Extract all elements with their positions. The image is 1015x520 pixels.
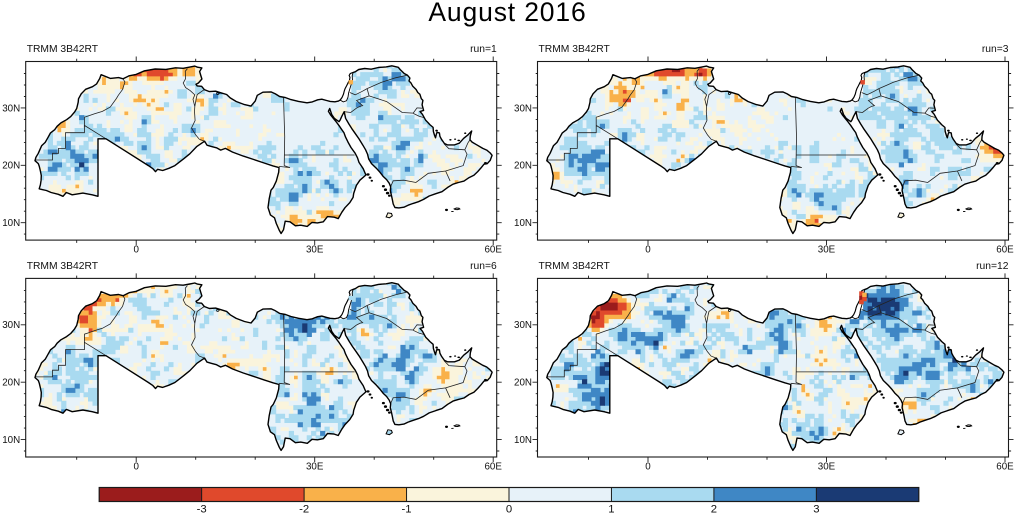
svg-text:10N: 10N xyxy=(514,435,532,446)
svg-text:30E: 30E xyxy=(306,462,324,473)
svg-text:-3: -3 xyxy=(197,504,207,516)
svg-text:1: 1 xyxy=(608,504,614,516)
svg-text:TRMM 3B42RT: TRMM 3B42RT xyxy=(539,44,611,55)
svg-text:-1: -1 xyxy=(402,504,412,516)
svg-text:run=1: run=1 xyxy=(470,44,497,55)
svg-text:August 2016: August 2016 xyxy=(428,0,586,27)
svg-text:TRMM 3B42RT: TRMM 3B42RT xyxy=(539,261,611,272)
svg-text:60E: 60E xyxy=(484,462,502,473)
svg-text:run=12: run=12 xyxy=(976,261,1009,272)
svg-text:0: 0 xyxy=(133,245,139,256)
svg-text:20N: 20N xyxy=(2,161,20,172)
svg-text:3: 3 xyxy=(813,504,819,516)
svg-text:60E: 60E xyxy=(484,245,502,256)
svg-text:30E: 30E xyxy=(306,245,324,256)
svg-text:30E: 30E xyxy=(818,245,836,256)
svg-text:2: 2 xyxy=(711,504,717,516)
svg-text:run=3: run=3 xyxy=(982,44,1009,55)
svg-text:30E: 30E xyxy=(818,462,836,473)
svg-text:60E: 60E xyxy=(996,462,1014,473)
svg-text:TRMM 3B42RT: TRMM 3B42RT xyxy=(27,261,99,272)
svg-text:10N: 10N xyxy=(2,435,20,446)
svg-text:0: 0 xyxy=(506,504,512,516)
svg-text:30N: 30N xyxy=(2,320,20,331)
svg-text:20N: 20N xyxy=(2,378,20,389)
svg-text:60E: 60E xyxy=(996,245,1014,256)
svg-text:30N: 30N xyxy=(2,103,20,114)
svg-text:20N: 20N xyxy=(514,161,532,172)
svg-text:10N: 10N xyxy=(2,218,20,229)
svg-text:10N: 10N xyxy=(514,218,532,229)
svg-text:0: 0 xyxy=(645,462,651,473)
svg-text:run=6: run=6 xyxy=(470,261,497,272)
svg-text:TRMM 3B42RT: TRMM 3B42RT xyxy=(27,44,99,55)
svg-text:20N: 20N xyxy=(514,378,532,389)
svg-text:0: 0 xyxy=(645,245,651,256)
svg-text:-2: -2 xyxy=(299,504,309,516)
svg-text:30N: 30N xyxy=(514,320,532,331)
svg-text:30N: 30N xyxy=(514,103,532,114)
svg-text:0: 0 xyxy=(133,462,139,473)
